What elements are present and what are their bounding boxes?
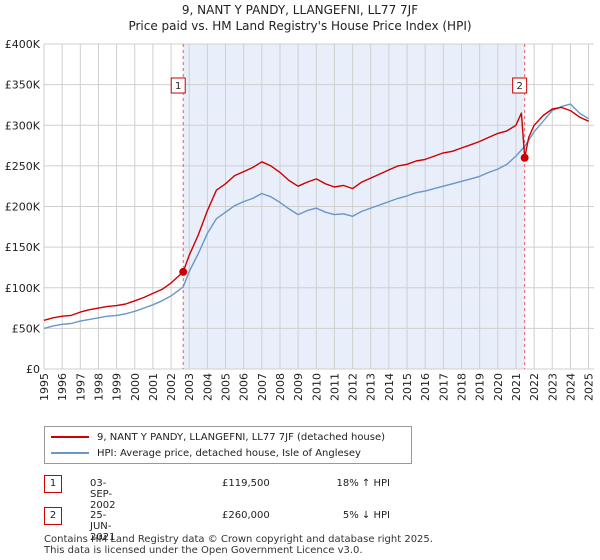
x-tick-label: 2005 <box>220 373 233 401</box>
x-tick-label: 2013 <box>365 373 378 401</box>
x-tick-label: 1998 <box>92 373 105 401</box>
sale-marker-label: 1 <box>175 81 181 92</box>
legend-swatch-property <box>51 436 89 438</box>
price-chart: 1 2 £0 £50K £100K £150K £200K £250K £300K £350K £4… <box>5 38 596 401</box>
chart-title: 9, NANT Y PANDY, LLANGEFNI, LL77 7JF <box>181 3 419 17</box>
x-tick-label: 2025 <box>583 373 596 401</box>
sale-number-badge: 1 <box>44 475 62 493</box>
footer-licence: This data is licensed under the Open Gov… <box>44 545 363 556</box>
sale-hpi-change: 18% ↑ HPI <box>336 478 390 489</box>
x-tick-label: 2017 <box>437 373 450 401</box>
sale-point <box>520 153 529 162</box>
hpi-line <box>43 103 589 330</box>
legend-entry-property: 9, NANT Y PANDY, LLANGEFNI, LL77 7JF (de… <box>51 429 385 445</box>
x-tick-label: 2023 <box>546 373 559 401</box>
y-tick-label: £0 <box>26 363 40 376</box>
legend-label-property: 9, NANT Y PANDY, LLANGEFNI, LL77 7JF (de… <box>97 431 386 443</box>
x-tick-label: 2001 <box>147 373 160 401</box>
x-tick-label: 2008 <box>274 373 287 401</box>
x-tick-label: 2002 <box>165 373 178 401</box>
x-tick-label: 1996 <box>56 373 69 401</box>
x-tick-label: 2024 <box>564 373 577 401</box>
sale-price: £260,000 <box>222 510 270 521</box>
x-tick-label: 1999 <box>111 373 124 401</box>
x-tick-label: 2016 <box>419 373 432 401</box>
property-price-line <box>43 106 589 321</box>
x-tick-label: 2022 <box>528 373 541 401</box>
chart-legend: 9, NANT Y PANDY, LLANGEFNI, LL77 7JF (de… <box>44 426 412 464</box>
legend-entry-hpi: HPI: Average price, detached house, Isle… <box>51 445 361 461</box>
legend-label-hpi: HPI: Average price, detached house, Isle… <box>97 447 361 459</box>
sale-hpi-change: 5% ↓ HPI <box>342 510 390 521</box>
x-tick-label: 2021 <box>510 373 523 401</box>
y-tick-label: £150K <box>5 241 41 254</box>
chart-subtitle: Price paid vs. HM Land Registry's House … <box>128 19 472 33</box>
y-tick-label: £50K <box>12 322 41 335</box>
sale-price: £119,500 <box>222 478 270 489</box>
sale-date: 25-JUN-2021 <box>90 510 116 543</box>
x-tick-label: 1997 <box>74 373 87 401</box>
y-tick-label: £400K <box>5 38 41 51</box>
sale-date: 03-SEP-2002 <box>90 478 116 511</box>
y-tick-label: £200K <box>5 201 41 214</box>
y-tick-label: £350K <box>5 79 41 92</box>
sale-marker-box <box>512 77 528 94</box>
sale-point <box>179 267 188 276</box>
x-tick-label: 2003 <box>183 373 196 401</box>
x-tick-label: 2014 <box>383 373 396 401</box>
y-tick-label: £250K <box>5 160 41 173</box>
footer-copyright: Contains HM Land Registry data © Crown c… <box>44 534 433 545</box>
sale-marker-label: 2 <box>516 81 522 92</box>
sale-marker-box <box>170 77 186 94</box>
x-tick-label: 2020 <box>492 373 505 401</box>
legend-swatch-hpi <box>51 452 89 454</box>
x-tick-label: 2011 <box>328 373 341 401</box>
x-tick-label: 2004 <box>201 373 214 401</box>
x-tick-label: 1995 <box>38 373 51 401</box>
x-tick-label: 2015 <box>401 373 414 401</box>
y-tick-label: £100K <box>5 282 41 295</box>
x-tick-label: 2018 <box>455 373 468 401</box>
x-tick-label: 2009 <box>292 373 305 401</box>
x-tick-label: 2000 <box>129 373 142 401</box>
x-tick-label: 2006 <box>238 373 251 401</box>
x-tick-label: 2010 <box>310 373 323 401</box>
x-tick-label: 2007 <box>256 373 269 401</box>
y-tick-label: £300K <box>5 119 41 132</box>
x-tick-label: 2019 <box>474 373 487 401</box>
x-tick-label: 2012 <box>347 373 360 401</box>
sale-number-badge: 2 <box>44 507 62 525</box>
